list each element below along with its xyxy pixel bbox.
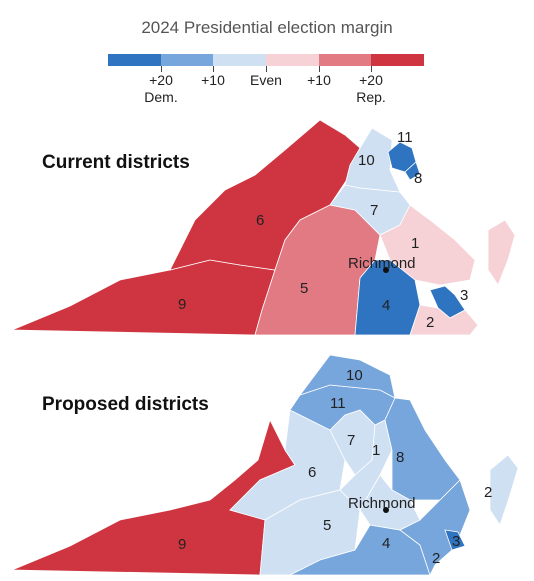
legend-swatch-dem-even	[213, 54, 267, 66]
proposed-district-label-2: 2	[432, 550, 440, 567]
legend-tick	[266, 66, 267, 72]
current-district-10	[344, 127, 401, 193]
current-district-label-6: 6	[256, 212, 264, 229]
current-district-5	[254, 204, 381, 336]
legend-swatch-rep-20	[371, 54, 425, 66]
current-district-label-7: 7	[370, 202, 378, 219]
current-districts-map: 6 9 5 7 10 11 8 1 4 3 2 Richmond	[11, 119, 516, 336]
proposed-district-label-4: 4	[382, 535, 390, 552]
current-district-label-1: 1	[411, 235, 419, 252]
proposed-richmond-label: Richmond	[348, 495, 416, 512]
proposed-district-label-7: 7	[347, 432, 355, 449]
proposed-district-label-8: 8	[396, 449, 404, 466]
proposed-districts-heading: Proposed districts	[42, 394, 209, 415]
current-district-label-11: 11	[397, 129, 413, 146]
proposed-district-label-6: 6	[308, 464, 316, 481]
legend-tick-label-even: Even	[250, 72, 282, 88]
chart-title: 2024 Presidential election margin	[141, 18, 393, 37]
legend-color-scale	[108, 54, 425, 66]
current-district-4	[354, 259, 421, 336]
proposed-district-label-2-eastern: 2	[484, 484, 492, 501]
proposed-district-label-9: 9	[178, 536, 186, 553]
current-district-label-3: 3	[460, 287, 468, 304]
current-district-label-10: 10	[358, 152, 375, 169]
current-district-label-4: 4	[382, 297, 390, 314]
proposed-district-3	[444, 529, 466, 551]
current-district-label-8: 8	[414, 170, 422, 187]
proposed-richmond-area	[359, 474, 421, 531]
proposed-district-label-3: 3	[452, 533, 460, 550]
legend-swatch-dem-20	[108, 54, 161, 66]
current-district-label-2: 2	[426, 314, 434, 331]
proposed-district-label-10: 10	[346, 367, 363, 384]
proposed-district-label-1: 1	[372, 442, 380, 459]
legend-dem-label: Dem.	[144, 89, 178, 105]
current-eastern-shore	[487, 219, 516, 286]
proposed-richmond-marker	[383, 507, 389, 513]
current-district-label-5: 5	[300, 280, 308, 297]
legend-tick-label-dem-20: +20	[149, 72, 173, 88]
legend-tick-label-rep-10: +10	[307, 72, 331, 88]
current-districts-heading: Current districts	[42, 152, 190, 173]
legend-swatch-rep-even	[266, 54, 319, 66]
legend-tick	[319, 66, 320, 72]
current-richmond-label: Richmond	[348, 255, 416, 272]
legend-tick-label-rep-20: +20	[359, 72, 383, 88]
current-richmond-marker	[383, 267, 389, 273]
legend-tick	[371, 66, 372, 72]
proposed-district-label-11: 11	[330, 395, 346, 412]
current-district-9	[11, 259, 276, 336]
legend-tick-label-dem-10: +10	[201, 72, 225, 88]
current-district-8	[404, 161, 421, 181]
current-district-2	[409, 304, 479, 336]
legend-tick	[213, 66, 214, 72]
proposed-district-label-5: 5	[323, 517, 331, 534]
legend-rep-label: Rep.	[356, 89, 386, 105]
legend-tick	[161, 66, 162, 72]
proposed-district-10	[298, 354, 396, 399]
proposed-districts-map: 10 11 7 1 8 6 5 4 9 2 3 2 Richmond	[11, 354, 519, 577]
legend-swatch-dem-10	[160, 54, 214, 66]
proposed-eastern-shore	[489, 454, 519, 526]
legend-swatch-rep-10	[318, 54, 372, 66]
current-district-label-9: 9	[178, 296, 186, 313]
